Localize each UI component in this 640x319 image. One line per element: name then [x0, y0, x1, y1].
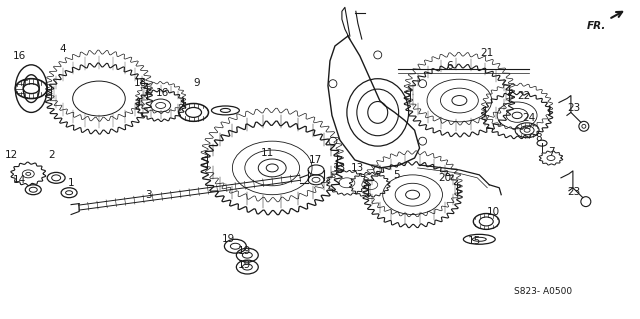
- Text: 12: 12: [4, 150, 18, 160]
- Text: 11: 11: [260, 148, 274, 158]
- Text: 23: 23: [567, 187, 580, 197]
- Text: 14: 14: [13, 175, 26, 185]
- Text: 19: 19: [237, 260, 251, 270]
- Text: 8: 8: [536, 133, 542, 143]
- Text: 3: 3: [145, 190, 152, 200]
- Text: FR.: FR.: [587, 21, 607, 31]
- Text: 18: 18: [134, 78, 147, 88]
- Text: 9: 9: [193, 78, 200, 88]
- Text: 10: 10: [486, 206, 500, 217]
- Text: 7: 7: [548, 147, 554, 157]
- Text: 5: 5: [394, 170, 400, 180]
- Text: 15: 15: [468, 236, 481, 246]
- Text: 20: 20: [438, 173, 451, 183]
- Text: 6: 6: [446, 61, 452, 71]
- Text: 17: 17: [308, 155, 322, 165]
- Text: S823- A0500: S823- A0500: [514, 287, 572, 296]
- Text: 13: 13: [333, 163, 346, 173]
- Text: 2: 2: [48, 150, 54, 160]
- Text: 19: 19: [222, 234, 235, 244]
- Text: 1: 1: [68, 178, 74, 188]
- Text: 16: 16: [156, 88, 170, 98]
- Text: 13: 13: [351, 163, 364, 173]
- Text: 4: 4: [60, 44, 67, 54]
- Text: 19: 19: [237, 246, 251, 256]
- Text: 16: 16: [13, 51, 26, 61]
- Text: 21: 21: [481, 48, 494, 58]
- Text: 22: 22: [518, 91, 531, 100]
- Text: 24: 24: [522, 113, 536, 123]
- Text: 23: 23: [567, 103, 580, 114]
